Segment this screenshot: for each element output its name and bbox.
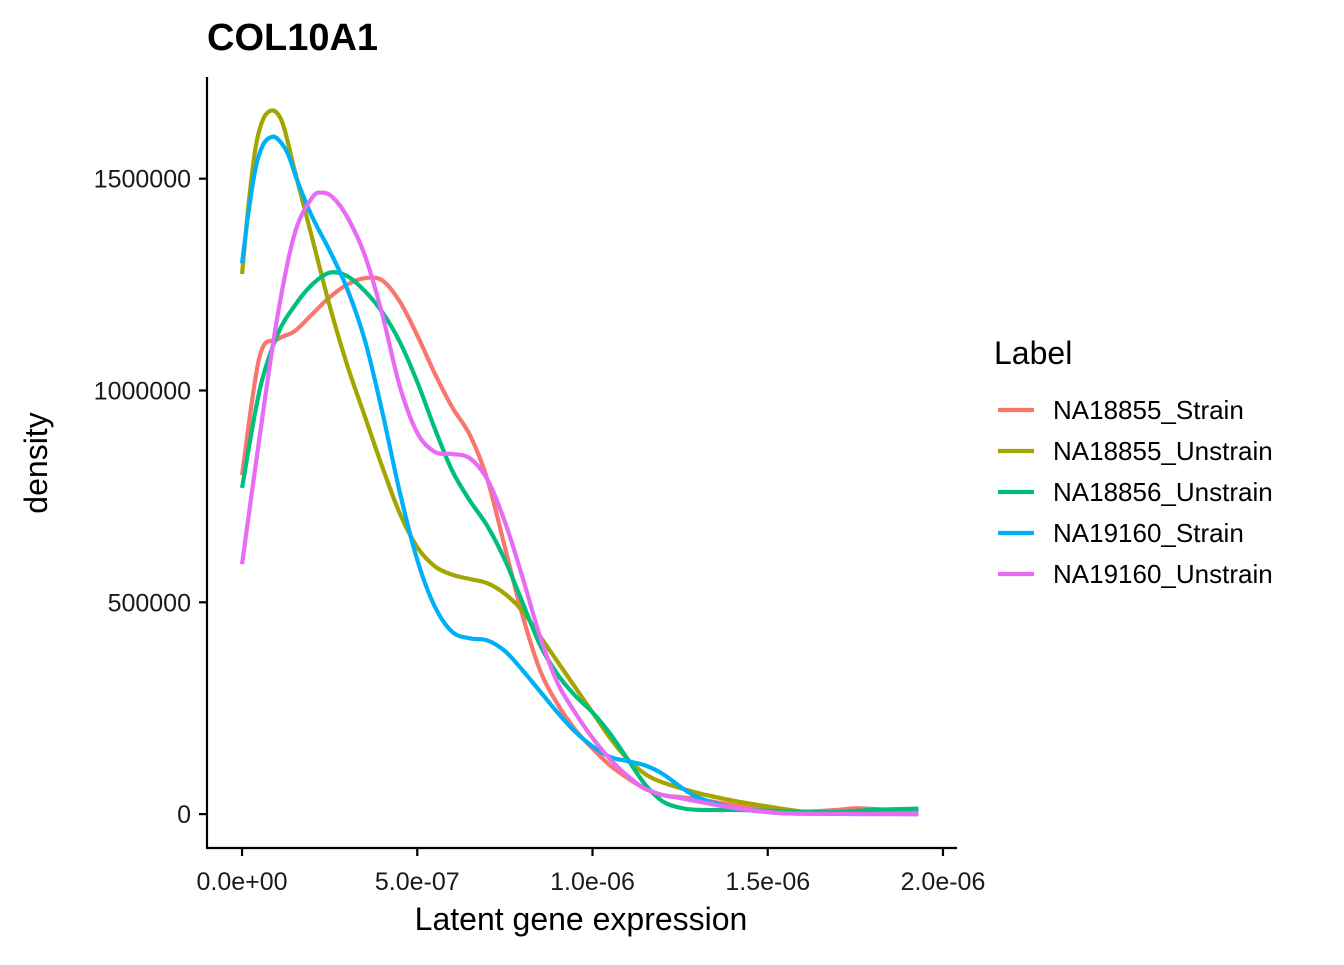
series-line-na18855-unstrain (239, 108, 919, 816)
y-tick-label: 1500000 (94, 166, 191, 194)
legend-label: NA18856_Unstrain (1053, 477, 1273, 507)
legend-title: Label (994, 335, 1072, 371)
series-line-na18856-unstrain (239, 270, 919, 815)
series-line-na19160-unstrain (239, 190, 919, 817)
y-tick-label: 1000000 (94, 377, 191, 405)
y-axis-ticks: 0 500000 1000000 1500000 (94, 166, 207, 829)
y-tick-label: 0 (177, 801, 191, 829)
legend-label: NA19160_Unstrain (1053, 559, 1273, 589)
plot-area (239, 108, 919, 817)
x-tick-label: 2.0e-06 (901, 868, 986, 896)
legend-label: NA18855_Strain (1053, 395, 1244, 425)
y-axis-label: density (18, 412, 54, 513)
x-tick-label: 5.0e-07 (375, 868, 460, 896)
y-tick-label: 500000 (108, 589, 191, 617)
legend-label: NA18855_Unstrain (1053, 436, 1273, 466)
x-tick-label: 1.0e-06 (550, 868, 635, 896)
x-tick-label: 1.5e-06 (725, 868, 810, 896)
x-axis-ticks: 0.0e+00 5.0e-07 1.0e-06 1.5e-06 2.0e-06 (197, 848, 986, 896)
legend: Label NA18855_Strain NA18855_Unstrain NA18… (994, 335, 1273, 589)
series-line-na19160-strain (239, 134, 919, 817)
legend-label: NA19160_Strain (1053, 518, 1244, 548)
x-tick-label: 0.0e+00 (197, 868, 288, 896)
chart-title: COL10A1 (207, 17, 378, 59)
x-axis-label: Latent gene expression (415, 901, 748, 937)
